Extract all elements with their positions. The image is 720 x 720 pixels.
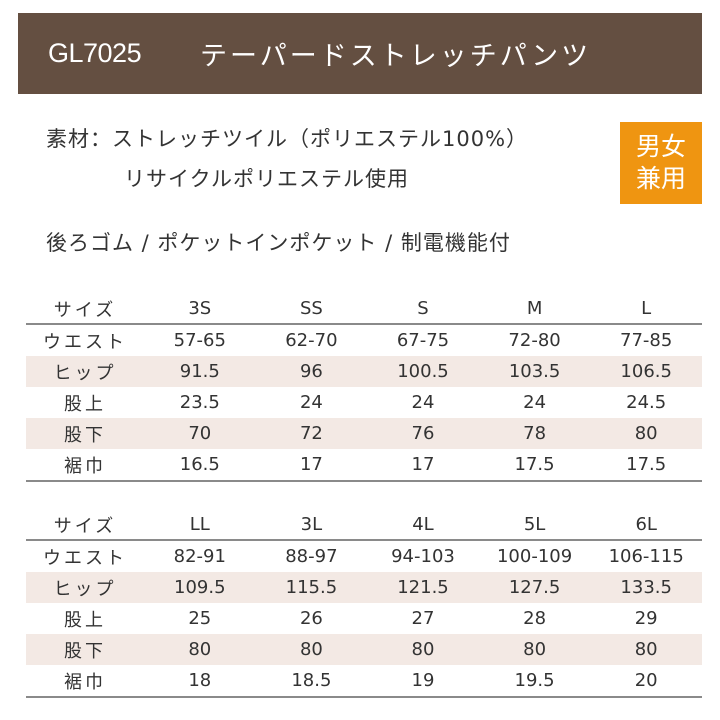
table-cell: 96 [255, 356, 368, 387]
table-cell: 24.5 [626, 392, 667, 413]
size-header: L [590, 294, 702, 325]
badge-line-2: 兼用 [635, 164, 686, 193]
table-cell: 80 [255, 634, 368, 665]
table-cell: 80 [367, 634, 479, 665]
table-cell: 24 [411, 392, 435, 413]
table-cell: 23.5 [179, 392, 220, 413]
table-cell: 115.5 [255, 572, 368, 603]
table-cell: 17 [367, 449, 479, 482]
size-header: SS [255, 294, 368, 325]
table-cell: 78 [478, 418, 591, 449]
table-row-hip: ヒップ 91.5 96 100.5 103.5 106.5 [26, 356, 702, 387]
row-label: 裾巾 [26, 665, 144, 698]
table-cell: 88-97 [285, 546, 338, 567]
table-cell: 103.5 [478, 356, 591, 387]
size-header: S [367, 294, 479, 325]
table-cell: 77-85 [620, 330, 673, 351]
table-row-hip: ヒップ 109.5 115.5 121.5 127.5 133.5 [26, 572, 702, 603]
features-line: 後ろゴム / ポケットインポケット / 制電機能付 [46, 231, 511, 255]
table-header-row: サイズ LL 3L 4L 5L 6L [26, 510, 702, 541]
table-row-inseam: 股下 80 80 80 80 80 [26, 634, 702, 665]
table-cell: 24 [299, 392, 323, 413]
table-cell: 17.5 [478, 449, 591, 482]
table-cell: 133.5 [590, 572, 702, 603]
table-cell: 80 [478, 634, 591, 665]
table-cell: 25 [188, 608, 212, 629]
table-cell: 17.5 [590, 449, 702, 482]
badge-line-1: 男女 [635, 132, 686, 161]
table-cell: 76 [367, 418, 479, 449]
row-label: 股上 [64, 393, 106, 415]
row-label: ヒップ [26, 356, 144, 387]
table-cell: 20 [590, 665, 702, 698]
table-cell: 16.5 [144, 449, 256, 482]
table-cell: 19.5 [478, 665, 591, 698]
table-cell: 18.5 [255, 665, 368, 698]
table-row-hem-width: 裾巾 18 18.5 19 19.5 20 [26, 665, 702, 698]
table-cell: 57-65 [173, 330, 226, 351]
size-header: 6L [590, 510, 702, 541]
row-label: ヒップ [26, 572, 144, 603]
size-header: 3S [144, 294, 256, 325]
table-cell: 82-91 [173, 546, 226, 567]
row-label: 股上 [64, 609, 106, 631]
size-header: 3L [255, 510, 368, 541]
table-cell: 29 [634, 608, 658, 629]
table-cell: 121.5 [367, 572, 479, 603]
row-label: 股下 [26, 418, 144, 449]
row-label: 裾巾 [26, 449, 144, 482]
table-cell: 62-70 [285, 330, 338, 351]
table-cell: 127.5 [478, 572, 591, 603]
table-cell: 27 [411, 608, 435, 629]
row-label: 股下 [26, 634, 144, 665]
table-cell: 106-115 [608, 546, 684, 567]
material-line-1: 素材：ストレッチツイル（ポリエステル100%） [46, 127, 529, 151]
row-label: サイズ [26, 510, 144, 541]
table-row-rise: 股上 25 26 27 28 29 [26, 603, 702, 634]
product-header: GL7025 テーパードストレッチパンツ [18, 13, 702, 94]
table-cell: 67-75 [396, 330, 450, 351]
table-cell: 80 [590, 634, 702, 665]
material-line-2: リサイクルポリエステル使用 [124, 167, 409, 191]
table-cell: 24 [523, 392, 547, 413]
table-cell: 94-103 [391, 546, 455, 567]
product-code: GL7025 [48, 38, 142, 68]
table-cell: 70 [144, 418, 256, 449]
table-cell: 109.5 [144, 572, 256, 603]
table-cell: 17 [255, 449, 368, 482]
table-row-waist: ウエスト 57-65 62-70 67-75 72-80 77-85 [26, 324, 702, 356]
table-row-hem-width: 裾巾 16.5 17 17 17.5 17.5 [26, 449, 702, 482]
table-cell: 28 [523, 608, 547, 629]
size-header: 5L [478, 510, 591, 541]
row-label: ウエスト [43, 331, 127, 353]
size-header: M [478, 294, 591, 325]
table-row-rise: 股上 23.5 24 24 24 24.5 [26, 387, 702, 418]
size-header: LL [144, 510, 256, 541]
table-cell: 72-80 [508, 330, 561, 351]
row-label: ウエスト [43, 547, 127, 569]
table-cell: 106.5 [590, 356, 702, 387]
table-header-row: サイズ 3S SS S M L [26, 294, 702, 325]
table-cell: 100-109 [496, 546, 573, 567]
size-header: 4L [367, 510, 479, 541]
table-cell: 100.5 [367, 356, 479, 387]
table-cell: 19 [367, 665, 479, 698]
size-table-1: サイズ 3S SS S M L ウエスト 57-65 62-70 67-75 7… [26, 294, 702, 482]
table-cell: 26 [299, 608, 323, 629]
table-cell: 72 [255, 418, 368, 449]
size-table-2: サイズ LL 3L 4L 5L 6L ウエスト 82-91 88-97 94-1… [26, 510, 702, 698]
row-label: サイズ [26, 294, 144, 325]
table-cell: 80 [590, 418, 702, 449]
table-cell: 80 [144, 634, 256, 665]
table-cell: 91.5 [144, 356, 256, 387]
table-row-waist: ウエスト 82-91 88-97 94-103 100-109 106-115 [26, 540, 702, 572]
table-row-inseam: 股下 70 72 76 78 80 [26, 418, 702, 449]
table-cell: 18 [144, 665, 256, 698]
unisex-badge: 男女 兼用 [620, 122, 702, 204]
product-name: テーパードストレッチパンツ [200, 41, 592, 72]
